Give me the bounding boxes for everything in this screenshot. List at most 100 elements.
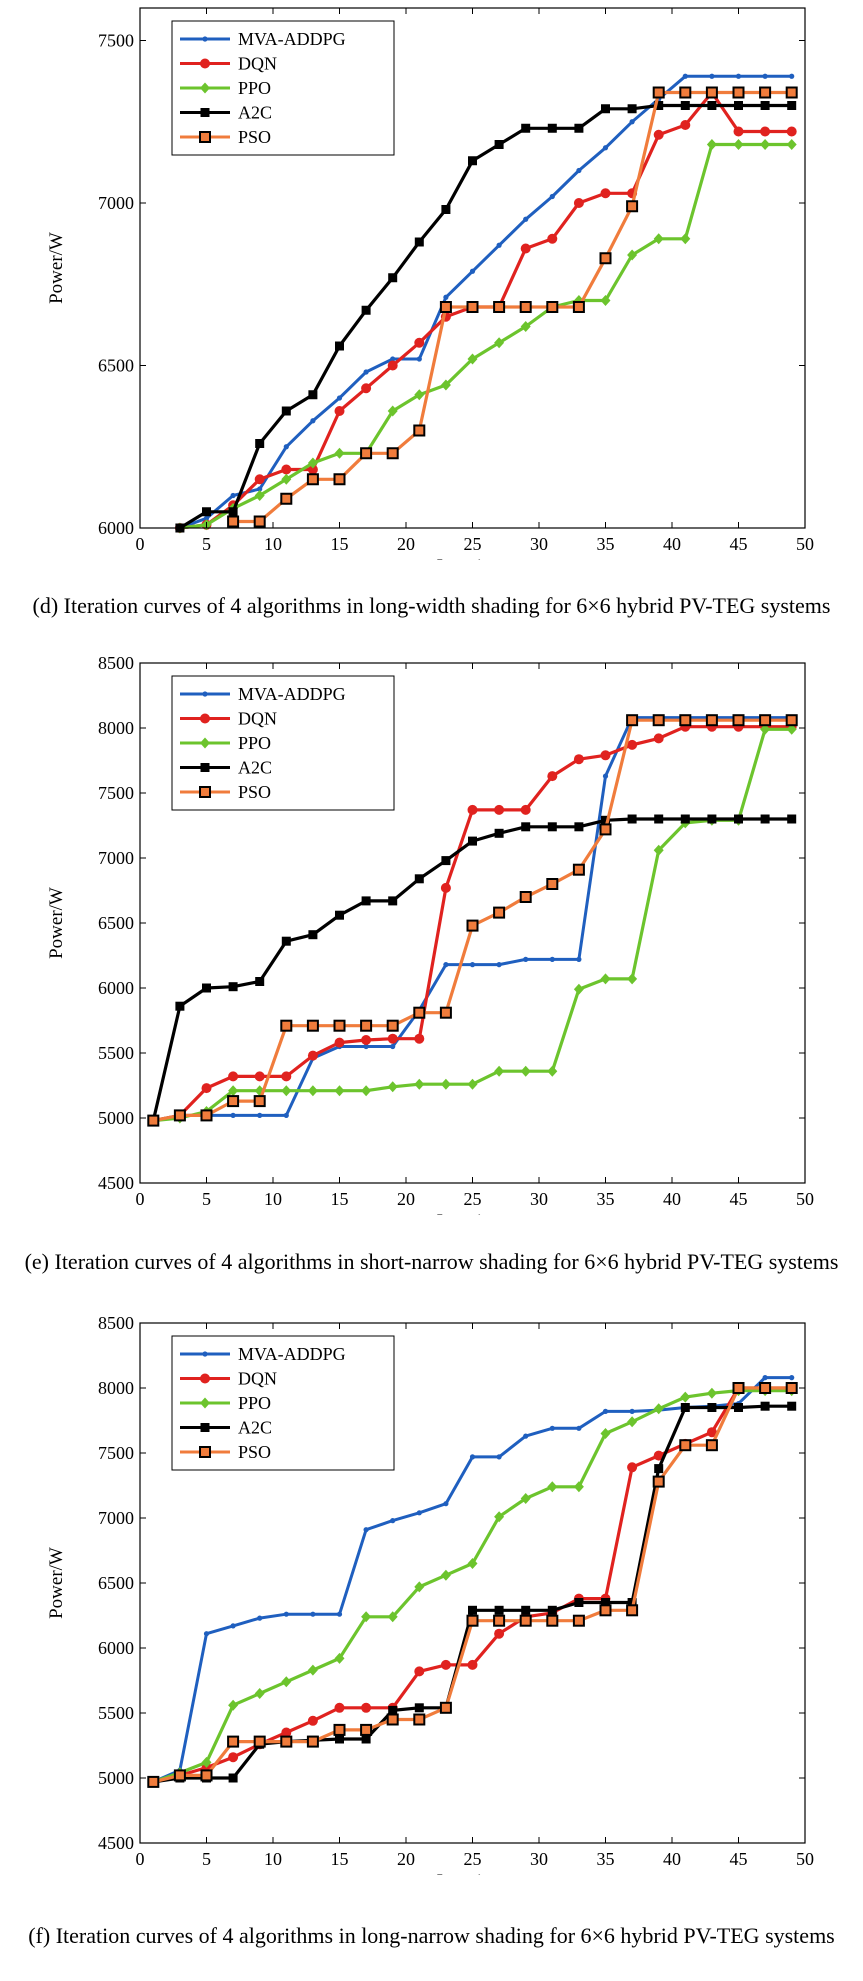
data-point: [547, 822, 557, 832]
data-point: [416, 1510, 422, 1516]
chart-panel-f: 0 5 10 15 20 25 30 35 40 45 50 4500 5000 5500 6000 6500…: [0, 1315, 863, 1875]
data-point: [653, 1403, 664, 1415]
data-point: [576, 956, 582, 962]
data-point: [653, 1450, 664, 1461]
data-point: [735, 73, 742, 79]
data-point: [388, 896, 398, 906]
x-tick-label: 5: [202, 1849, 211, 1869]
chart-panel-e: 0 5 10 15 20 25 30 35 40 45 50 4500 5000 5500 6000 6500…: [0, 655, 863, 1215]
x-tick-label: 15: [331, 1189, 349, 1209]
data-point: [440, 379, 451, 391]
legend-marker: [202, 1351, 208, 1357]
data-point: [521, 822, 531, 832]
data-point: [706, 1387, 717, 1399]
data-point: [496, 1454, 502, 1460]
y-tick-label: 6500: [98, 356, 134, 376]
data-point: [307, 464, 318, 475]
data-point: [707, 1403, 717, 1412]
data-point: [705, 86, 718, 99]
data-point: [786, 139, 797, 150]
data-point: [307, 1050, 318, 1061]
x-tick-label: 0: [136, 1189, 145, 1209]
data-point: [283, 444, 289, 450]
x-tick-label: 45: [730, 1849, 748, 1869]
data-point: [257, 486, 263, 492]
data-point: [573, 198, 584, 208]
data-point: [760, 126, 771, 137]
legend-marker: [202, 691, 208, 697]
x-axis-label: Iterations: [437, 556, 509, 560]
data-point: [361, 1035, 372, 1045]
data-point: [680, 120, 691, 130]
x-tick-label: 50: [796, 534, 814, 554]
data-point: [762, 1375, 768, 1381]
data-point: [733, 126, 744, 137]
data-point: [201, 1756, 212, 1768]
data-point: [519, 1614, 532, 1627]
x-tick-label: 45: [730, 1189, 748, 1209]
data-point: [281, 1085, 292, 1097]
x-tick-label: 40: [663, 1849, 681, 1869]
data-point: [334, 1702, 345, 1713]
legend-marker: [200, 58, 210, 69]
caption-f: (f) Iteration curves of 4 algorithms in …: [28, 1923, 835, 1948]
legend-label: A2C: [238, 758, 272, 778]
data-point: [388, 1705, 398, 1715]
legend-label: PPO: [238, 1393, 271, 1413]
data-point: [175, 1001, 185, 1011]
data-point: [308, 390, 318, 400]
chart-panel-d: 0 5 10 15 20 25 30 35 40 45 50 6000 6500 7000 7500 Iter…: [0, 0, 863, 560]
data-point: [760, 1401, 770, 1411]
data-point: [440, 882, 451, 893]
data-point: [443, 294, 449, 300]
data-point: [602, 1408, 609, 1414]
data-point: [600, 295, 611, 306]
data-point: [414, 1703, 424, 1713]
chart-d: 0 5 10 15 20 25 30 35 40 45 50 6000 6500 7000 7500 Iter…: [46, 7, 814, 560]
data-point: [602, 773, 609, 779]
data-point: [493, 1614, 506, 1627]
data-point: [440, 1569, 451, 1581]
x-tick-label: 10: [264, 534, 282, 554]
legend-label: DQN: [238, 709, 277, 729]
data-point: [574, 123, 584, 133]
data-point: [601, 1598, 610, 1607]
y-tick-label: 7500: [98, 1443, 134, 1463]
data-point: [654, 814, 664, 824]
data-point: [705, 1439, 718, 1452]
data-point: [496, 242, 502, 248]
data-point: [387, 360, 398, 371]
data-point: [572, 301, 585, 313]
data-point: [361, 1085, 372, 1097]
data-point: [281, 1071, 292, 1082]
data-point: [363, 369, 369, 375]
data-point: [307, 457, 318, 469]
data-point: [280, 1735, 293, 1748]
series-mva-addpg: [177, 73, 795, 531]
x-tick-label: 10: [264, 1849, 282, 1869]
data-point: [706, 1427, 717, 1438]
legend-marker: [199, 786, 211, 798]
data-point: [680, 1403, 690, 1412]
data-point: [390, 356, 396, 362]
data-point: [760, 101, 770, 110]
data-point: [227, 515, 240, 528]
data-point: [705, 714, 718, 727]
data-point: [360, 447, 373, 460]
legend-label: PPO: [238, 78, 271, 98]
data-point: [494, 804, 505, 815]
data-point: [203, 515, 210, 521]
y-tick-label: 8000: [98, 718, 134, 738]
data-point: [789, 73, 795, 79]
data-point: [707, 814, 717, 824]
data-point: [468, 156, 477, 166]
data-point: [414, 1666, 425, 1677]
legend-label: A2C: [238, 1418, 272, 1438]
data-point: [785, 714, 798, 727]
data-point: [467, 1558, 478, 1569]
data-point: [386, 1713, 399, 1726]
data-point: [707, 101, 717, 110]
data-point: [600, 750, 611, 761]
data-point: [387, 1033, 398, 1044]
data-point: [228, 1752, 239, 1763]
